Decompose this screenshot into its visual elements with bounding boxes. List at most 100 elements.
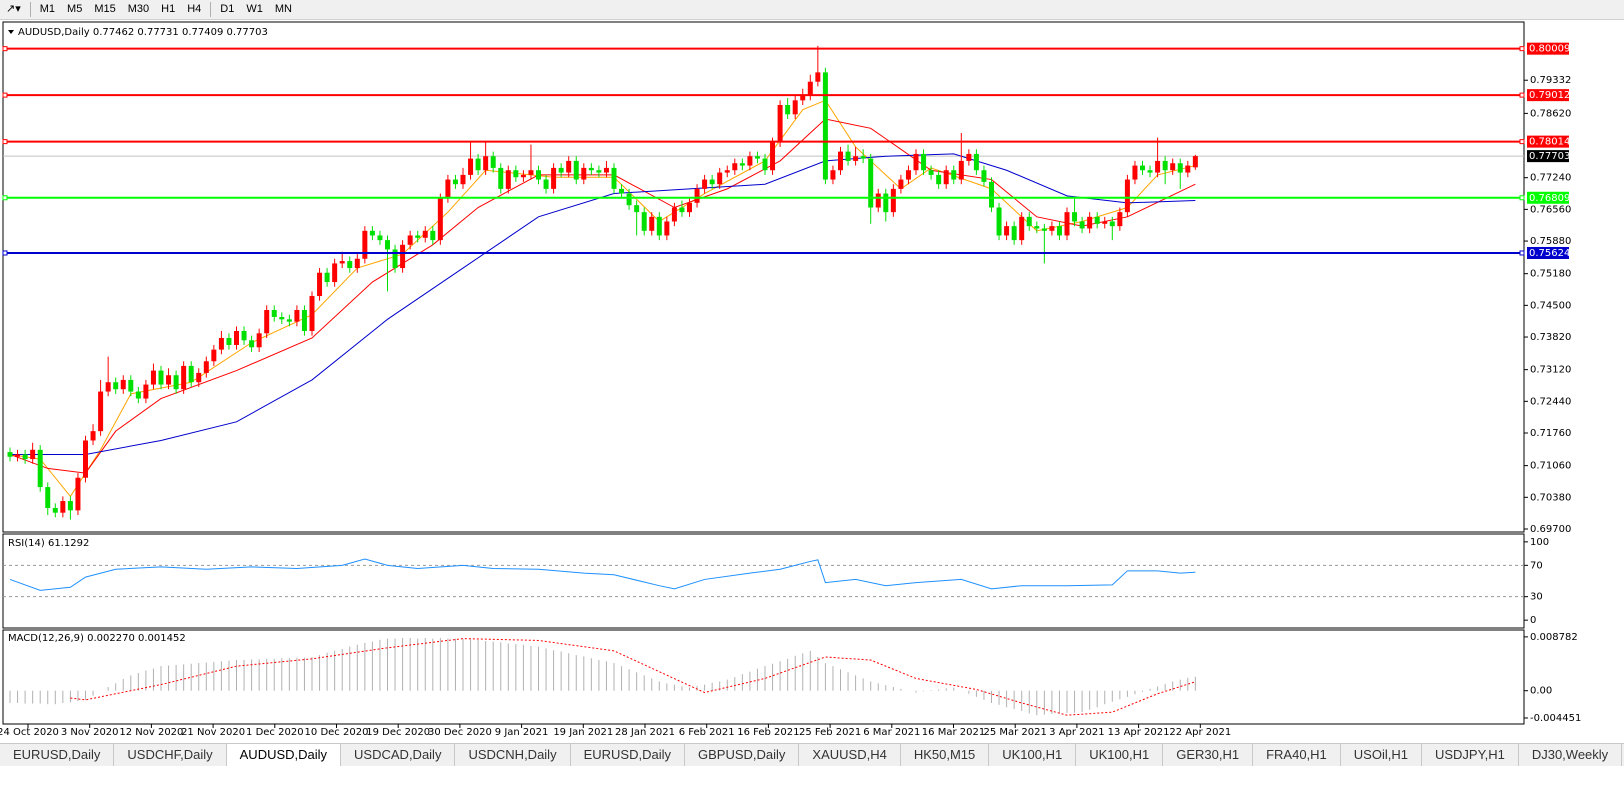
candle-body [785,105,791,115]
y-tick-label: 30 [1530,592,1543,603]
symbol-tab[interactable]: EURUSD,Daily [571,744,685,766]
level-handle [2,250,8,256]
symbol-tab[interactable]: UK100,H1 [1076,744,1164,766]
rsi-line [9,558,1196,591]
header-arrow [8,30,14,34]
x-tick-label: 19 Jan 2021 [553,727,613,738]
tool-icon[interactable]: ↗▾ [6,3,21,15]
macd-header: MACD(12,26,9) 0.002270 0.001452 [8,633,186,644]
symbol-tab[interactable]: FRA40,H1 [1253,744,1341,766]
macd-panel [2,629,1525,725]
candle-body [588,167,594,171]
x-tick-label: 3 Apr 2021 [1049,727,1104,738]
candle-body [619,188,625,194]
timeframe-button[interactable]: M5 [67,3,83,15]
level-handle [1519,139,1525,145]
symbol-tab[interactable]: DJ30,Weekly [1519,744,1623,766]
level-label-box [1527,135,1569,148]
candle-body [264,310,270,334]
candle-body [951,170,957,180]
candle-body [339,261,345,264]
timeframe-button[interactable]: D1 [220,3,235,15]
candle-body [671,207,677,222]
symbol-tab[interactable]: AUDUSD,Daily [226,744,342,766]
candle-body [422,230,428,238]
candle-body [626,193,632,206]
symbol-tab[interactable]: HK50,M15 [901,744,990,766]
y-tick-label: 0.73820 [1530,332,1571,343]
candle-body [558,167,564,173]
candle-body [543,179,549,189]
timeframe-button[interactable]: W1 [246,3,263,15]
x-tick-label: 25 Feb 2021 [799,727,861,738]
symbol-tab[interactable]: USDCNH,Daily [455,744,571,766]
level-label-box [1527,42,1569,55]
level-handle [1519,195,1525,201]
timeframe-button[interactable]: M15 [94,3,116,15]
candle-body [890,188,896,213]
candle-body [905,170,911,180]
candle-body [694,188,700,203]
y-tick-label: 70 [1530,560,1543,571]
timeframe-button[interactable]: M1 [39,3,56,15]
candle-body [45,487,51,509]
candle-body [830,170,836,180]
candle-body [777,105,783,143]
symbol-tab[interactable]: EURUSD,Daily [0,744,115,766]
main-panel [2,21,1525,533]
candle-body [634,205,640,213]
timeframe-button[interactable]: M30 [127,3,150,15]
candle-body [203,361,209,373]
y-tick-label: 0.00 [1530,686,1552,697]
timeframe-button[interactable]: H4 [187,3,202,15]
candle-body [415,235,421,238]
level-label-box [1527,246,1569,259]
candle-body [973,153,979,171]
y-tick-label: 0.74500 [1530,300,1571,311]
candle-body [513,170,519,178]
candle-body [135,391,141,399]
rsi-panel [2,533,1525,629]
candle-body [1004,226,1010,236]
candle-body [566,160,572,173]
candle-body [498,167,504,189]
separator [29,2,31,17]
symbol-tab[interactable]: GER30,H1 [1163,744,1254,766]
candle-body [883,193,889,213]
x-tick-label: 24 Oct 2020 [0,727,59,738]
candle-body [717,172,723,185]
y-tick-label: 0.71060 [1530,461,1571,472]
candle-body [437,198,443,241]
x-tick-label: 16 Feb 2021 [737,727,799,738]
candle-body [1049,226,1055,231]
symbol-tab[interactable]: USOil,H1 [1341,744,1422,766]
candle-body [536,170,541,180]
candle-body [445,179,451,199]
symbol-tab[interactable]: USDCHF,Daily [114,744,227,766]
candle-body [181,365,187,390]
candle-body [1034,226,1040,229]
candle-body [1026,216,1032,227]
candle-body [1177,163,1183,173]
candle-body [158,370,164,385]
symbol-tab[interactable]: UK100,H1 [989,744,1077,766]
candle-body [996,207,1002,236]
candle-body [754,156,760,159]
candle-body [928,170,934,175]
candle-body [1185,165,1191,173]
timeframe-button[interactable]: H1 [161,3,176,15]
candle-body [75,477,81,511]
symbol-tab[interactable]: GBPUSD,Daily [685,744,800,766]
symbol-tab[interactable]: USDJPY,H1 [1422,744,1519,766]
level-handle [2,46,8,52]
candle-body [603,167,609,173]
level-handle [1519,92,1525,98]
symbol-tab[interactable]: USDCAD,Daily [341,744,456,766]
timeframe-button[interactable]: MN [274,3,292,15]
candle-body [1102,221,1108,224]
current-price-box [1527,150,1569,163]
candle-body [958,160,964,180]
level-handle [1519,46,1525,52]
candle-body [936,174,942,185]
symbol-tab[interactable]: XAUUSD,H4 [799,744,901,766]
